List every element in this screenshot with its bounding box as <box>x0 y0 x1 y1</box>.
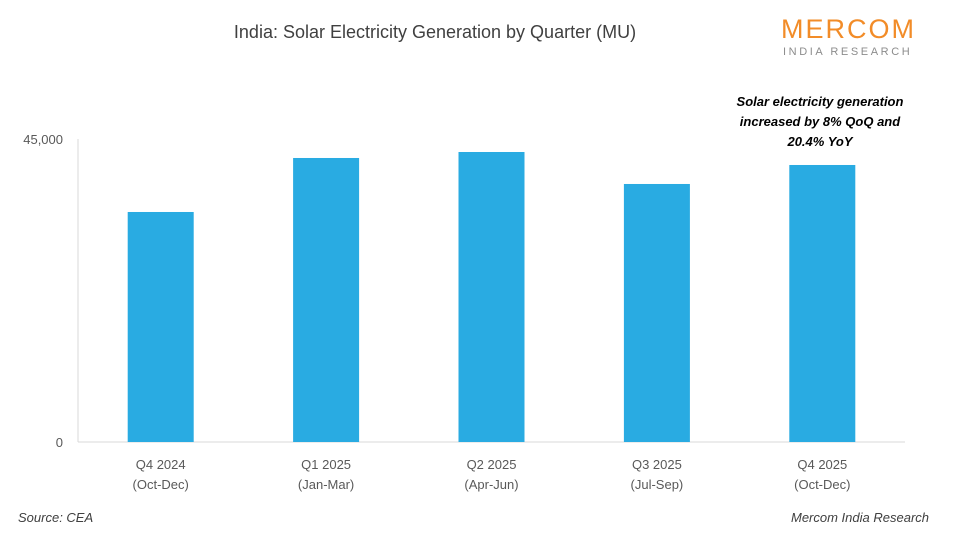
x-tick-label: Q4 2024 <box>136 457 186 472</box>
y-tick-label: 45,000 <box>23 132 63 147</box>
chart-annotation: Solar electricity generation increased b… <box>705 92 935 152</box>
logo-wordmark: MERCOM <box>781 14 916 44</box>
x-tick-label: Q4 2025 <box>797 457 847 472</box>
x-tick-sublabel: (Apr-Jun) <box>464 477 518 492</box>
logo-subtitle: INDIA RESEARCH <box>783 46 913 58</box>
credit-note: Mercom India Research <box>791 510 929 525</box>
x-tick-label: Q2 2025 <box>467 457 517 472</box>
mercom-logo: MERCOM INDIA RESEARCH <box>775 14 935 58</box>
annotation-line-3: 20.4% YoY <box>787 134 853 149</box>
bar <box>458 151 525 442</box>
x-tick-sublabel: (Oct-Dec) <box>794 477 850 492</box>
annotation-line-1: Solar electricity generation <box>736 94 904 109</box>
x-tick-label: Q3 2025 <box>632 457 682 472</box>
x-tick-sublabel: (Jul-Sep) <box>631 477 684 492</box>
x-tick-sublabel: (Jan-Mar) <box>298 477 354 492</box>
chart-title: India: Solar Electricity Generation by Q… <box>233 22 637 42</box>
bar <box>127 211 194 442</box>
source-note: Source: CEA <box>18 510 94 525</box>
bar <box>623 183 690 442</box>
y-tick-label: 0 <box>56 435 63 450</box>
x-tick-sublabel: (Oct-Dec) <box>133 477 189 492</box>
annotation-line-2: increased by 8% QoQ and <box>739 114 901 129</box>
bar <box>789 164 856 442</box>
bar <box>293 157 360 442</box>
x-tick-label: Q1 2025 <box>301 457 351 472</box>
